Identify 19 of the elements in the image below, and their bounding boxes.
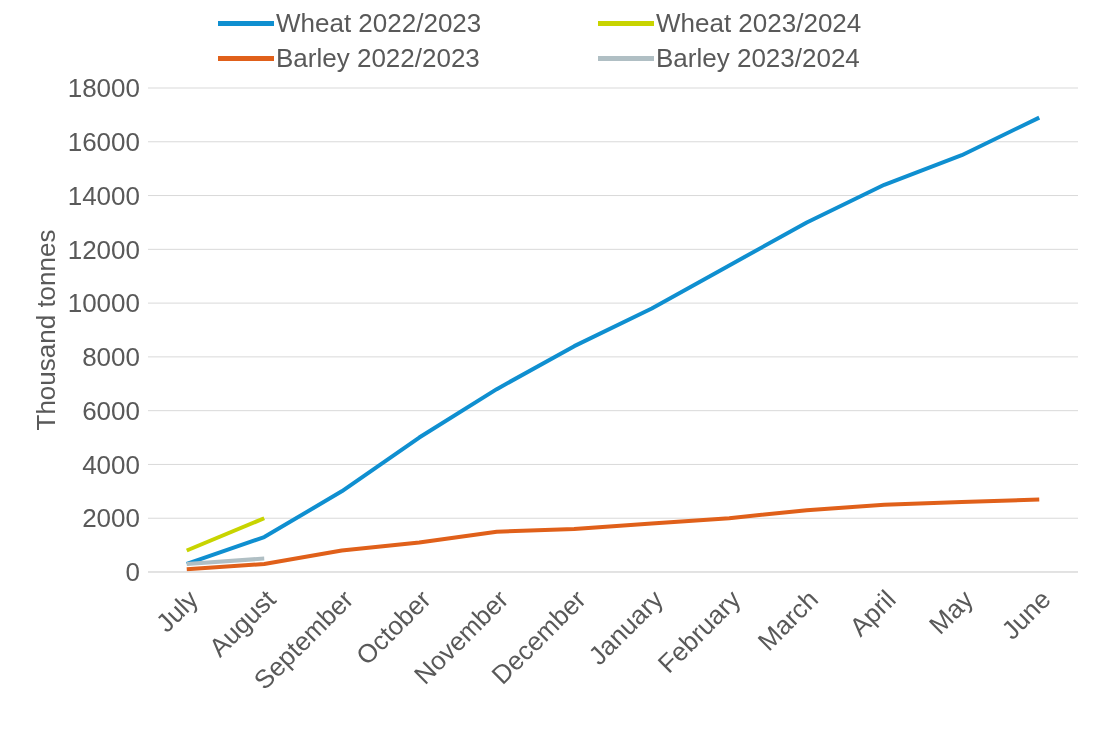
x-tick-label: May — [923, 584, 980, 641]
legend-label: Wheat 2022/2023 — [276, 8, 482, 39]
y-tick-label: 8000 — [82, 342, 140, 373]
legend-label: Barley 2023/2024 — [656, 43, 860, 74]
y-tick-label: 2000 — [82, 503, 140, 534]
y-axis-title: Thousand tonnes — [31, 229, 62, 431]
legend-label: Barley 2022/2023 — [276, 43, 480, 74]
y-tick-label: 14000 — [67, 180, 140, 211]
legend-label: Wheat 2023/2024 — [656, 8, 862, 39]
y-tick-label: 10000 — [67, 288, 140, 319]
y-tick-label: 12000 — [67, 234, 140, 265]
y-tick-label: 6000 — [82, 395, 140, 426]
line-series — [184, 115, 1042, 566]
line-series — [184, 497, 1042, 572]
y-tick-label: 4000 — [82, 449, 140, 480]
x-tick-label: July — [150, 584, 205, 638]
y-tick-label: 18000 — [67, 73, 140, 104]
y-tick-label: 16000 — [67, 127, 140, 158]
y-tick-label: 0 — [125, 557, 140, 588]
